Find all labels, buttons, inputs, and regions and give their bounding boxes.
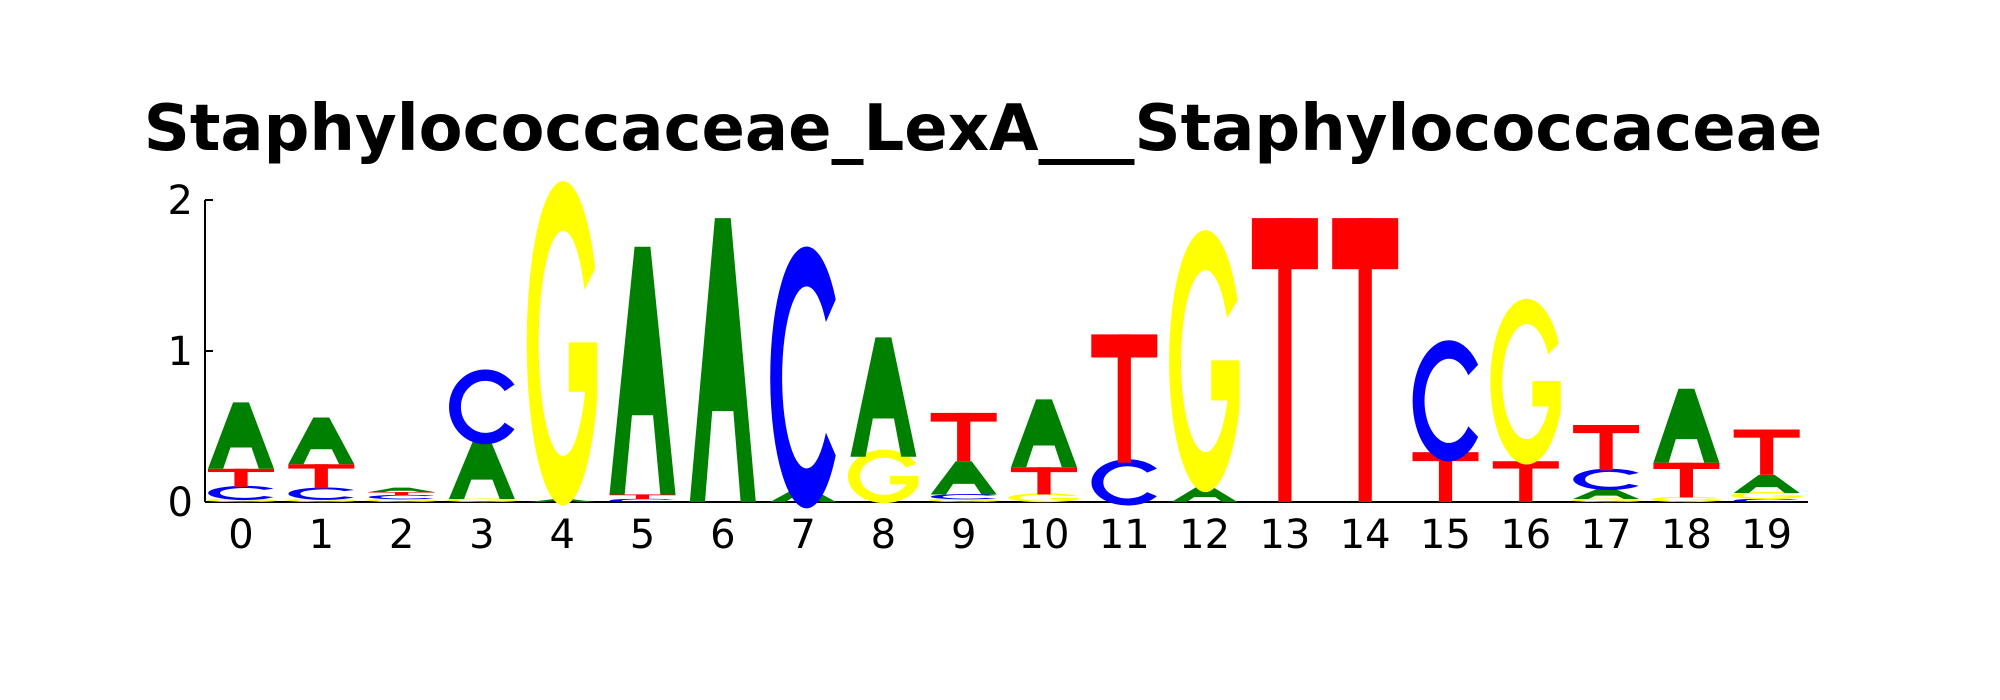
logo-letter-g-pos-4: [526, 181, 598, 506]
logo-letter-g-pos-16: [1490, 298, 1561, 465]
y-tick-label: 1: [168, 329, 193, 375]
x-tick-label: 7: [790, 512, 815, 558]
logo-letter-a-pos-5: [609, 246, 676, 495]
logo-letter-a-pos-18: [1653, 388, 1720, 463]
logo-letter-c-pos-1: [288, 487, 354, 500]
x-tick-label: 10: [1019, 512, 1070, 558]
chart-title: Staphylococcaceae_LexA___Staphylococcace…: [144, 92, 1823, 166]
logo-letter-c-pos-5: [609, 498, 676, 503]
logo-letter-t-pos-17: [1573, 424, 1640, 471]
x-tick-label: 9: [951, 512, 976, 558]
logo-letter-g-pos-18: [1651, 496, 1722, 503]
logo-letter-a-pos-1: [288, 417, 355, 465]
logo-letter-a-pos-3: [448, 438, 515, 499]
x-tick-label: 1: [309, 512, 334, 558]
x-tick-label: 0: [228, 512, 253, 558]
logo-letter-t-pos-14: [1332, 218, 1399, 502]
logo-letter-c-pos-2: [369, 494, 435, 500]
x-tick-label: 13: [1259, 512, 1310, 558]
x-tick-label: 8: [871, 512, 896, 558]
x-tick-label: 2: [389, 512, 414, 558]
logo-letter-t-pos-11: [1091, 334, 1158, 463]
logo-letter-t-pos-2: [368, 492, 435, 496]
x-tick-label: 12: [1179, 512, 1230, 558]
x-tick-label: 17: [1581, 512, 1632, 558]
logo-letter-a-pos-0: [208, 402, 274, 469]
x-tick-label: 18: [1661, 512, 1712, 558]
logo-letter-t-pos-10: [1011, 467, 1077, 495]
logo-letter-a-pos-9: [930, 461, 997, 495]
y-axis: 0 1 2: [168, 178, 213, 526]
logo-letter-c-pos-17: [1573, 468, 1639, 491]
logo-letter-g-pos-3: [446, 498, 517, 503]
x-tick-label: 5: [630, 512, 655, 558]
logo-letter-c-pos-7: [770, 246, 836, 509]
logo-letter-c-pos-3: [449, 369, 515, 445]
logo-letter-a-pos-19: [1733, 474, 1800, 493]
x-tick-label: 11: [1099, 512, 1150, 558]
x-axis: 0 1 2 3 4 5 6 7 8 9 10 11 12 13 14 15 16 17 18 19: [205, 501, 1808, 558]
y-tick-label: 2: [168, 178, 193, 224]
logo-letter-a-pos-17: [1573, 488, 1640, 499]
logo-letters: [205, 181, 1802, 509]
logo-letter-a-pos-2: [368, 487, 435, 493]
x-tick-label: 6: [710, 512, 735, 558]
logo-letter-t-pos-18: [1653, 462, 1720, 498]
logo-letter-g-pos-17: [1570, 498, 1642, 503]
logo-letter-c-pos-0: [208, 485, 274, 501]
logo-letter-g-pos-12: [1169, 230, 1240, 493]
logo-letter-g-pos-8: [848, 449, 919, 504]
x-tick-label: 4: [549, 512, 574, 558]
logo-letter-g-pos-10: [1008, 493, 1079, 503]
logo-letter-t-pos-19: [1733, 429, 1800, 475]
logo-letter-c-pos-19: [1733, 498, 1800, 503]
x-tick-label: 14: [1340, 512, 1391, 558]
logo-letter-t-pos-5: [609, 494, 676, 499]
logo-letter-t-pos-13: [1251, 218, 1318, 502]
logo-letter-t-pos-9: [930, 412, 997, 462]
x-tick-label: 19: [1741, 512, 1792, 558]
logo-letter-a-pos-6: [689, 218, 756, 502]
logo-letter-t-pos-16: [1492, 461, 1559, 502]
logo-letter-a-pos-8: [850, 337, 917, 457]
logo-letter-g-pos-19: [1731, 492, 1802, 500]
x-tick-label: 15: [1420, 512, 1471, 558]
logo-letter-a-pos-10: [1011, 399, 1077, 468]
x-tick-label: 16: [1500, 512, 1551, 558]
logo-letter-c-pos-11: [1091, 459, 1157, 506]
logo-letter-a-pos-12: [1171, 486, 1238, 502]
y-tick-label: 0: [168, 480, 193, 526]
logo-letter-c-pos-9: [930, 494, 997, 500]
logo-letter-t-pos-1: [288, 464, 355, 489]
x-tick-label: 3: [469, 512, 494, 558]
logo-letter-t-pos-0: [208, 468, 274, 487]
logo-letter-c-pos-15: [1412, 340, 1479, 462]
